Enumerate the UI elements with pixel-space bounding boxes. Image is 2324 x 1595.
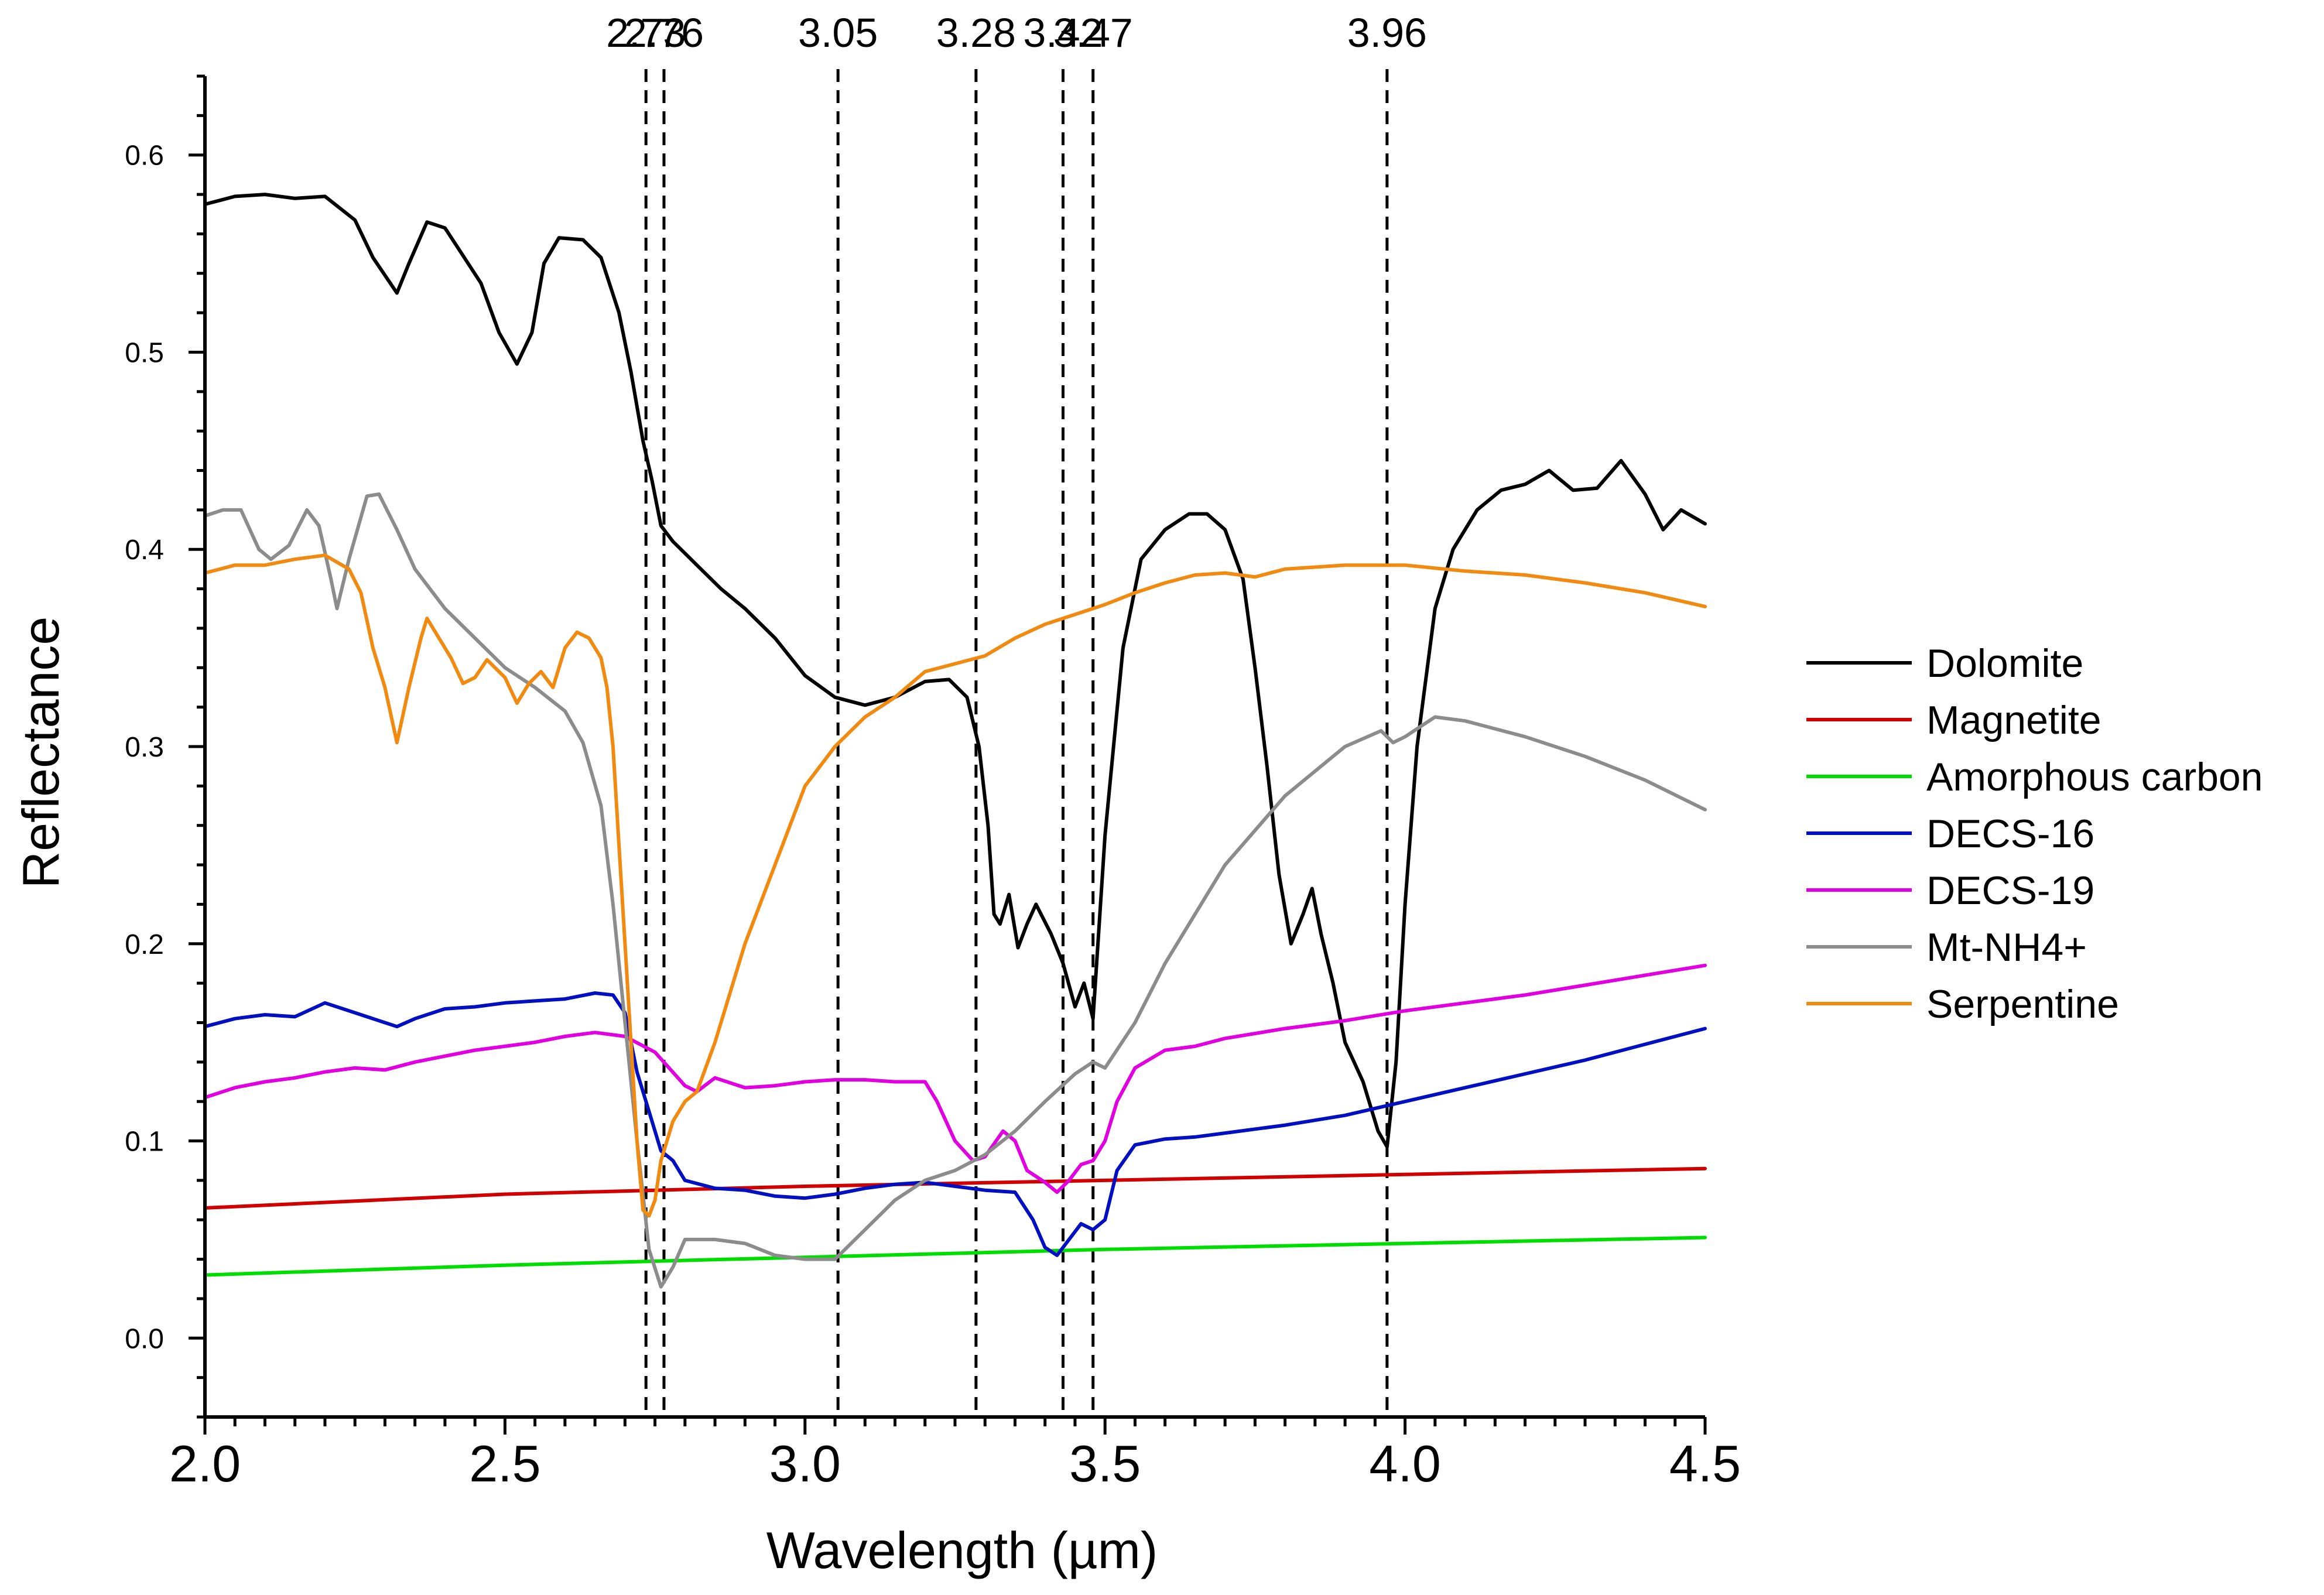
- ref-label-3-47: 3.47: [1053, 10, 1133, 56]
- legend-label-decs-19: DECS-19: [1926, 868, 2094, 913]
- y-ticks: 0.0 0.1 0.2 0.3 0.4 0.5 0.6: [125, 74, 205, 1419]
- legend: Dolomite Magnetite Amorphous carbon DECS-16…: [1806, 641, 2263, 1026]
- legend-label-mt-nh4: Mt-NH4+: [1926, 925, 2087, 970]
- series-line-serpentine: [203, 553, 1707, 1218]
- legend-label-serpentine: Serpentine: [1926, 982, 2119, 1026]
- axes: 2.0 2.5 3.0 3.5 4.0 4.5 0.0 0.1 0.2 0.3 0.4 0.5 0.6: [125, 74, 1741, 1493]
- y-tick-label: 0.0: [125, 1323, 164, 1354]
- x-tick-label: 3.0: [769, 1435, 841, 1493]
- legend-label-amorphous-carbon: Amorphous carbon: [1926, 755, 2263, 799]
- x-axis-title: Wavelength (µm): [766, 1521, 1158, 1579]
- y-axis-title: Reflectance: [12, 617, 70, 889]
- y-tick-label: 0.3: [125, 732, 164, 763]
- x-tick-label: 2.5: [469, 1435, 540, 1493]
- legend-label-decs-16: DECS-16: [1926, 812, 2094, 856]
- series-line-amorphous-carbon: [203, 1235, 1707, 1277]
- series-line-decs-19: [203, 963, 1707, 1194]
- ref-label-3-96: 3.96: [1347, 10, 1427, 56]
- x-tick-label: 3.5: [1069, 1435, 1141, 1493]
- y-tick-label: 0.2: [125, 929, 164, 960]
- x-tick-label: 4.5: [1669, 1435, 1741, 1493]
- series-lines: [203, 193, 1707, 1289]
- ref-label-2-76: 2.76: [624, 10, 704, 56]
- x-ticks: 2.0 2.5 3.0 3.5 4.0 4.5: [169, 1417, 1741, 1493]
- y-tick-label: 0.6: [125, 141, 164, 172]
- series-line-magnetite: [203, 1166, 1707, 1210]
- y-tick-label: 0.5: [125, 337, 164, 368]
- y-tick-label: 0.1: [125, 1127, 164, 1158]
- ref-label-3-28: 3.28: [936, 10, 1016, 56]
- ref-label-3-05: 3.05: [798, 10, 878, 56]
- ref-label-3-42: 3.42: [1023, 10, 1103, 56]
- x-tick-label: 4.0: [1369, 1435, 1440, 1493]
- legend-label-magnetite: Magnetite: [1926, 698, 2101, 742]
- y-tick-label: 0.4: [125, 535, 164, 566]
- series-line-decs-16: [203, 991, 1707, 1257]
- series-line-mt-nh4: [203, 492, 1707, 1289]
- legend-label-dolomite: Dolomite: [1926, 641, 2083, 686]
- series-line-dolomite: [203, 193, 1707, 1149]
- ref-label-2-73: 2.73: [606, 10, 686, 56]
- x-tick-label: 2.0: [169, 1435, 241, 1493]
